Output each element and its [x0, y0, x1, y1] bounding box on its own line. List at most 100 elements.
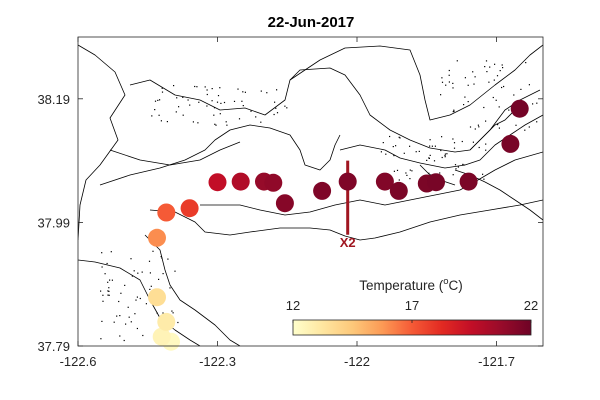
- suisun-north-shore: [339, 114, 543, 169]
- marsh-speck: [108, 290, 110, 292]
- marsh-speck: [154, 100, 157, 102]
- marsh-speck: [426, 159, 428, 161]
- marsh-speck: [176, 97, 178, 99]
- marsh-speck: [211, 100, 213, 102]
- marsh-speck: [455, 168, 457, 170]
- marsh-speck: [152, 250, 154, 252]
- marsh-speck: [433, 160, 436, 162]
- marsh-speck: [431, 145, 433, 147]
- marsh-speck: [237, 88, 239, 90]
- marsh-speck: [154, 109, 156, 111]
- marsh-speck: [483, 178, 485, 180]
- marsh-speck: [177, 321, 179, 324]
- marsh-speck: [128, 316, 130, 318]
- marsh-speck: [446, 153, 448, 155]
- temperature-point: [501, 134, 520, 153]
- marsh-speck: [429, 154, 431, 156]
- marsh-speck: [244, 91, 246, 93]
- marsh-speck: [107, 290, 109, 292]
- marsh-speck: [429, 139, 431, 141]
- marsh-speck: [217, 95, 220, 97]
- marsh-speck: [108, 287, 110, 289]
- marsh-speck: [536, 121, 538, 123]
- marsh-speck: [187, 99, 189, 101]
- marsh-speck: [452, 174, 454, 176]
- marsh-speck: [169, 287, 171, 289]
- marsh-speck: [492, 96, 494, 99]
- marin-shoreline: [78, 259, 201, 346]
- marsh-speck: [409, 169, 411, 171]
- marsh-speck: [444, 156, 446, 158]
- marsh-speck: [213, 107, 216, 109]
- marsh-speck: [275, 107, 277, 109]
- marsh-speck: [206, 105, 208, 107]
- x2-label: X2: [340, 235, 356, 250]
- delta-channels: [419, 109, 543, 221]
- marsh-speck: [448, 81, 450, 83]
- chart-title: 22-Jun-2017: [268, 14, 355, 31]
- marsh-speck: [255, 116, 257, 118]
- marsh-speck: [396, 169, 399, 171]
- marsh-speck: [429, 145, 431, 147]
- marsh-speck: [266, 92, 268, 94]
- marsh-speck: [469, 126, 472, 128]
- marsh-speck: [485, 149, 487, 151]
- colorbar-tick-label: 17: [405, 298, 419, 313]
- marsh-speck: [464, 77, 466, 79]
- marsh-speck: [206, 89, 208, 91]
- marsh-speck: [463, 104, 465, 106]
- marsh-speck: [409, 145, 411, 147]
- marsh-speck: [106, 262, 108, 265]
- marsh-speck: [497, 124, 499, 126]
- marsh-speck: [273, 113, 275, 116]
- marsh-speck: [156, 312, 158, 314]
- marsh-speck: [192, 121, 194, 123]
- marsh-speck: [503, 85, 505, 88]
- marsh-speck: [276, 89, 278, 91]
- marsh-speck: [167, 258, 169, 260]
- marsh-speck: [124, 284, 126, 286]
- marsh-speck: [150, 285, 152, 287]
- marsh-speck: [441, 81, 444, 83]
- marsh-speck: [215, 124, 217, 126]
- marsh-speck: [197, 122, 199, 124]
- marsh-speck: [415, 151, 417, 153]
- marsh-speck: [393, 155, 395, 157]
- marsh-speck: [461, 140, 463, 143]
- marsh-speck: [171, 310, 173, 312]
- marsh-speck: [457, 166, 459, 168]
- marsh-speck: [441, 156, 443, 159]
- marsh-speck: [536, 102, 538, 104]
- colorbar-label-superscript: o: [443, 276, 448, 287]
- marsh-speck: [151, 115, 153, 117]
- marsh-speck: [501, 64, 503, 66]
- marsh-speck: [398, 179, 400, 181]
- marsh-speck: [120, 292, 122, 294]
- marsh-speck: [477, 124, 479, 126]
- marsh-speck: [225, 121, 227, 123]
- x-tick-label: -122.6: [60, 354, 97, 369]
- marsh-speck: [107, 294, 109, 296]
- marsh-speck: [499, 70, 501, 72]
- colorbar-label: Temperature (oC): [359, 276, 463, 293]
- temperature-point: [208, 173, 227, 192]
- marsh-speck: [101, 320, 103, 322]
- marsh-speck: [196, 86, 198, 88]
- temperature-point: [148, 228, 166, 247]
- colorbar-tick-label: 22: [524, 298, 538, 313]
- marsh-speck: [174, 270, 176, 272]
- temperature-point: [459, 172, 478, 191]
- marsh-speck: [173, 85, 175, 87]
- marsh-speck: [393, 170, 395, 172]
- marsh-speck: [380, 151, 382, 153]
- marsh-speck: [463, 164, 465, 166]
- marsh-speck: [524, 129, 526, 131]
- marsh-speck: [405, 172, 407, 174]
- bay-interior-shoal: [109, 141, 241, 166]
- y-axis: 37.79 37.99 38.19: [37, 92, 543, 354]
- marsh-speck: [444, 153, 446, 155]
- marsh-speck: [107, 281, 109, 283]
- marsh-speck: [161, 91, 164, 93]
- marsh-speck: [453, 147, 456, 149]
- marsh-speck: [456, 60, 458, 62]
